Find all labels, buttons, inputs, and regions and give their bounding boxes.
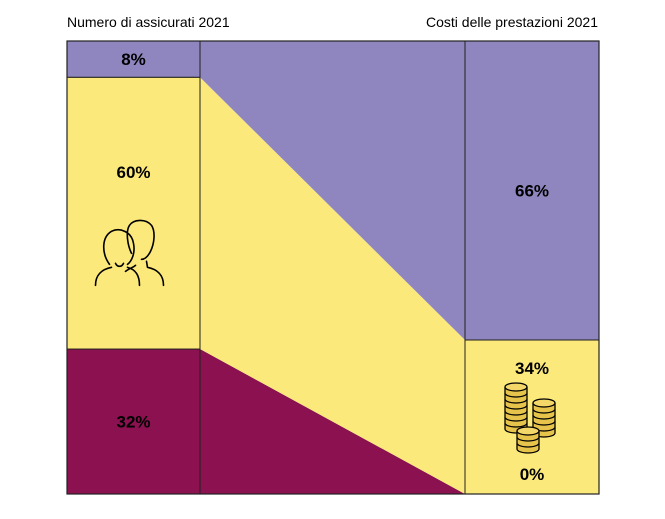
value-label-0-1: 0% — [520, 465, 545, 484]
coins-icon — [504, 382, 556, 454]
people-icon — [94, 219, 165, 287]
bar-segment-1-1 — [464, 339, 600, 495]
flow-bands — [200, 41, 465, 495]
chart-frame — [66, 40, 600, 495]
value-label-1-0: 60% — [116, 163, 150, 182]
flow-band-0 — [200, 349, 465, 494]
icons — [94, 219, 556, 454]
value-label-2-0: 8% — [121, 50, 146, 69]
bar-segment-1-0 — [66, 76, 201, 350]
left-column-header: Numero di assicurati 2021 — [67, 14, 230, 30]
right-column-header: Costi delle prestazioni 2021 — [426, 14, 598, 30]
flow-band-2 — [200, 41, 465, 340]
bar-segment-2-1 — [464, 40, 600, 341]
flow-band-1 — [200, 77, 465, 495]
outer-frame — [66, 40, 600, 495]
value-label-2-1: 66% — [515, 181, 549, 200]
value-labels: 32% 0% 60% 34% 8% 66% — [116, 50, 549, 484]
value-label-0-0: 32% — [116, 413, 150, 432]
value-label-1-1: 34% — [515, 359, 549, 378]
